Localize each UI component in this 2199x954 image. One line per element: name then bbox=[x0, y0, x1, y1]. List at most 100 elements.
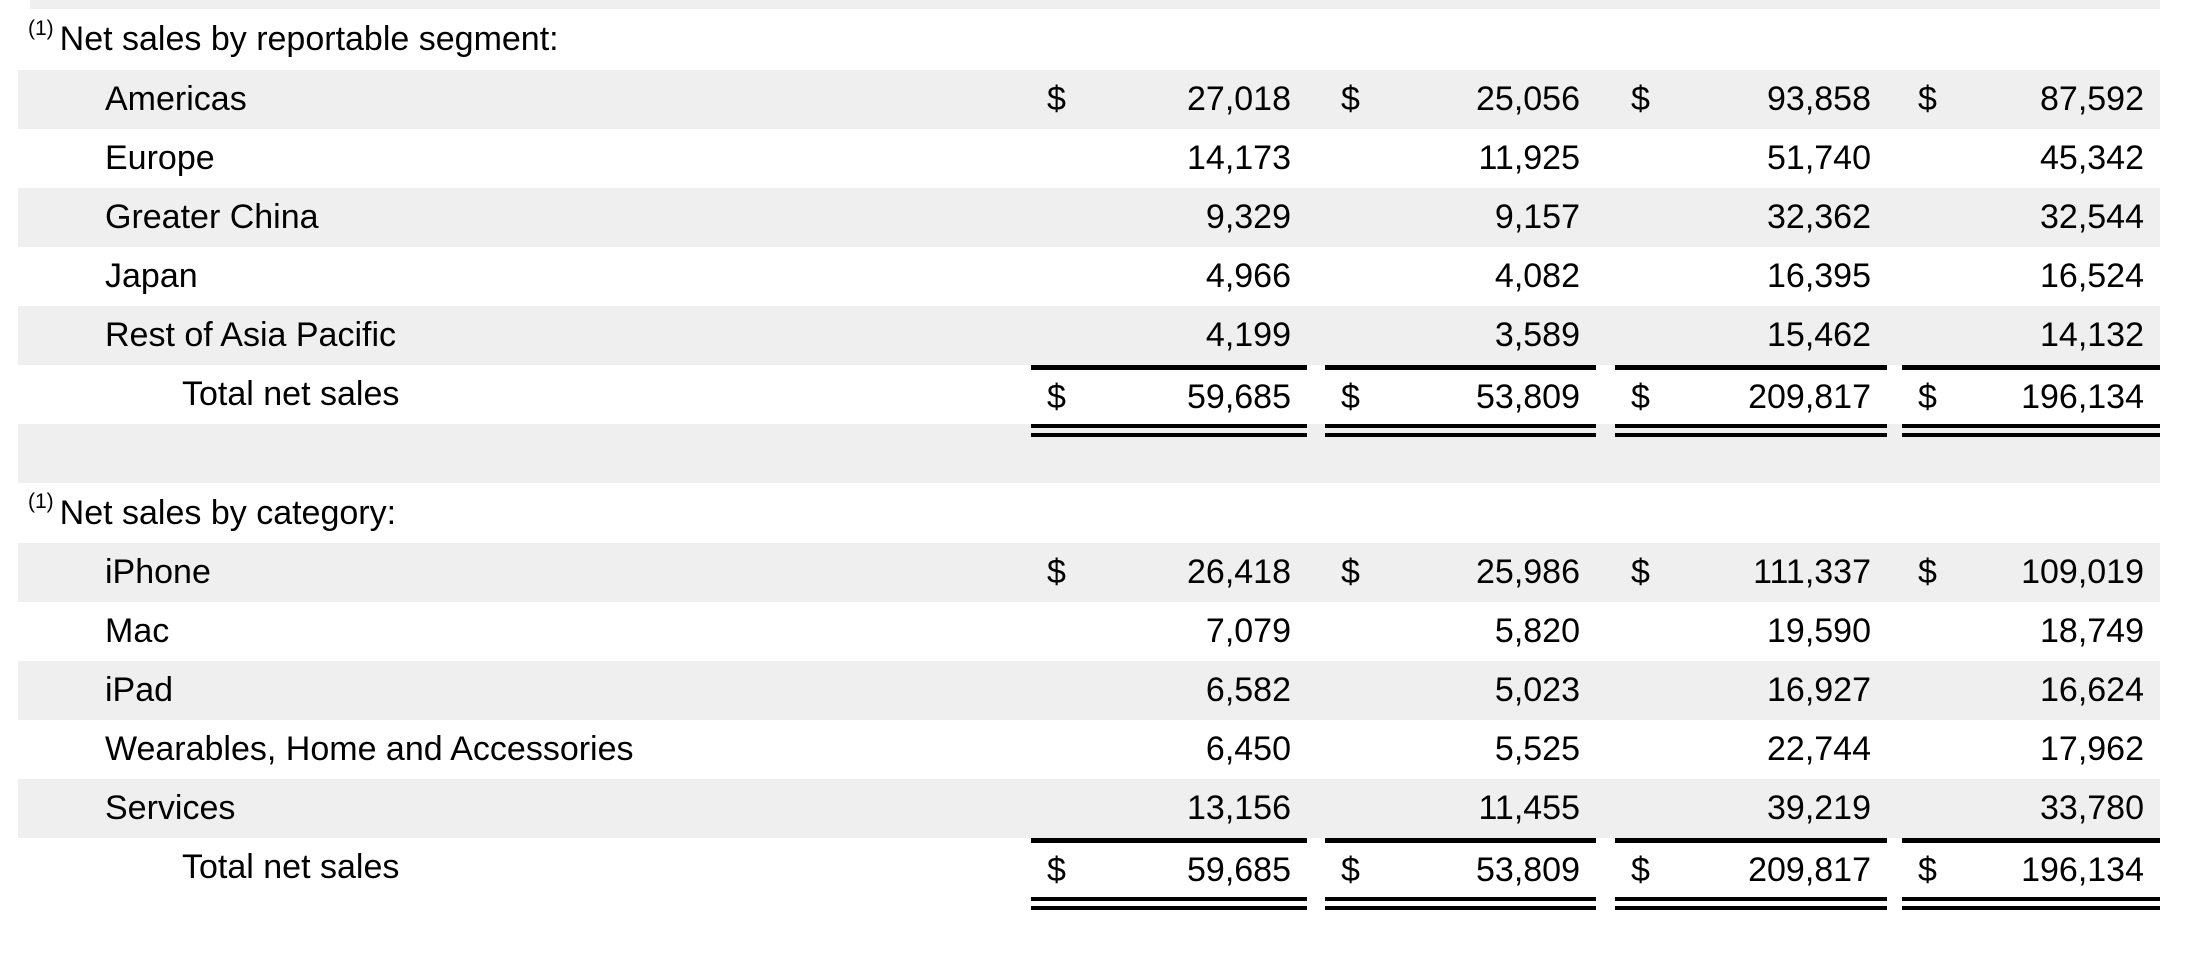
double-rule bbox=[1325, 897, 1596, 910]
table-row: Rest of Asia Pacific 4,199 3,589 15,462 14,1… bbox=[18, 306, 2160, 365]
column-gap bbox=[1596, 188, 1615, 247]
footnote-superscript: (1) bbox=[28, 490, 54, 513]
currency-cell bbox=[1902, 720, 1964, 779]
value-cell: 6,582 bbox=[1205, 671, 1291, 709]
value-cell: 59,685 bbox=[1093, 365, 1307, 424]
rule-row-spacer bbox=[18, 897, 1031, 910]
footnote-superscript: (1) bbox=[28, 16, 54, 40]
column-gap bbox=[1307, 720, 1325, 779]
currency-cell bbox=[1325, 306, 1387, 365]
total-row: Total net sales $59,685 $53,809 $209,817 $19… bbox=[18, 365, 2160, 424]
value-cell: 3,589 bbox=[1494, 316, 1580, 354]
currency-cell bbox=[1615, 129, 1677, 188]
row-label: Japan bbox=[105, 257, 198, 295]
clipped-row-sliver bbox=[30, 0, 2160, 9]
value-cell: 4,199 bbox=[1205, 316, 1291, 354]
currency-cell bbox=[1615, 720, 1677, 779]
value-cell: 22,744 bbox=[1767, 730, 1871, 768]
column-gap bbox=[1887, 247, 1902, 306]
row-label: Services bbox=[105, 789, 236, 827]
column-gap bbox=[1307, 779, 1325, 838]
value-cell: 109,019 bbox=[2021, 553, 2144, 591]
column-gap bbox=[1307, 70, 1325, 129]
value-cell: 9,329 bbox=[1205, 198, 1291, 236]
double-rule bbox=[1031, 424, 1307, 437]
value-cell: 5,820 bbox=[1494, 612, 1580, 650]
column-gap bbox=[1887, 602, 1902, 661]
value-cell: 4,082 bbox=[1494, 257, 1580, 295]
value-cell: 11,925 bbox=[1478, 139, 1580, 177]
value-cell: 53,809 bbox=[1387, 365, 1596, 424]
column-gap bbox=[1887, 543, 1902, 602]
currency-cell: $ bbox=[1325, 838, 1387, 897]
currency-cell bbox=[1031, 129, 1093, 188]
column-gap bbox=[1307, 838, 1325, 897]
table-row: Wearables, Home and Accessories 6,450 5,52… bbox=[18, 720, 2160, 779]
column-gap bbox=[1307, 543, 1325, 602]
column-gap bbox=[1596, 720, 1615, 779]
row-label: Wearables, Home and Accessories bbox=[105, 730, 634, 768]
column-gap bbox=[1596, 424, 1615, 437]
currency-cell: $ bbox=[1047, 80, 1066, 118]
row-label: iPhone bbox=[105, 553, 211, 591]
value-cell: 196,134 bbox=[1964, 838, 2160, 897]
column-gap bbox=[1596, 838, 1615, 897]
double-rule bbox=[1325, 424, 1596, 437]
currency-cell bbox=[1325, 188, 1387, 247]
value-cell: 4,966 bbox=[1205, 257, 1291, 295]
currency-cell: $ bbox=[1902, 838, 1964, 897]
currency-cell bbox=[1902, 661, 1964, 720]
value-cell: 53,809 bbox=[1387, 838, 1596, 897]
value-cell: 39,219 bbox=[1767, 789, 1871, 827]
column-gap bbox=[1307, 247, 1325, 306]
value-cell: 51,740 bbox=[1767, 139, 1871, 177]
currency-cell: $ bbox=[1918, 553, 1937, 591]
net-sales-tables: (1) Net sales by reportable segment: Ameri… bbox=[18, 9, 2160, 910]
value-cell: 16,927 bbox=[1767, 671, 1871, 709]
currency-cell bbox=[1031, 188, 1093, 247]
row-label: Mac bbox=[105, 612, 170, 650]
column-gap bbox=[1596, 543, 1615, 602]
column-gap bbox=[1596, 602, 1615, 661]
currency-cell bbox=[1325, 602, 1387, 661]
value-cell: 59,685 bbox=[1093, 838, 1307, 897]
value-cell: 26,418 bbox=[1187, 553, 1291, 591]
currency-cell: $ bbox=[1918, 80, 1937, 118]
currency-cell: $ bbox=[1902, 365, 1964, 424]
table-row: Greater China 9,329 9,157 32,362 32,544 bbox=[18, 188, 2160, 247]
row-label: Total net sales bbox=[182, 848, 400, 886]
currency-cell bbox=[1325, 129, 1387, 188]
column-gap bbox=[1887, 129, 1902, 188]
table-row: iPad 6,582 5,023 16,927 16,624 bbox=[18, 661, 2160, 720]
value-cell: 9,157 bbox=[1494, 198, 1580, 236]
currency-cell: $ bbox=[1615, 838, 1677, 897]
value-cell: 11,455 bbox=[1478, 789, 1580, 827]
double-rule bbox=[1031, 897, 1307, 910]
value-cell: 209,817 bbox=[1677, 838, 1887, 897]
currency-cell: $ bbox=[1047, 553, 1066, 591]
row-label: Total net sales bbox=[182, 375, 400, 413]
currency-cell bbox=[1902, 188, 1964, 247]
currency-cell bbox=[1902, 306, 1964, 365]
value-cell: 25,056 bbox=[1476, 80, 1580, 118]
value-cell: 27,018 bbox=[1187, 80, 1291, 118]
currency-cell bbox=[1902, 779, 1964, 838]
currency-cell bbox=[1031, 306, 1093, 365]
column-gap bbox=[1887, 424, 1902, 437]
section-heading-label: Net sales by reportable segment: bbox=[59, 20, 559, 58]
table-row: Japan 4,966 4,082 16,395 16,524 bbox=[18, 247, 2160, 306]
currency-cell bbox=[1902, 602, 1964, 661]
value-cell: 13,156 bbox=[1187, 789, 1291, 827]
column-gap bbox=[1596, 897, 1615, 910]
row-label: Europe bbox=[105, 139, 215, 177]
value-cell: 6,450 bbox=[1205, 730, 1291, 768]
currency-cell bbox=[1031, 247, 1093, 306]
value-cell: 33,780 bbox=[2040, 789, 2144, 827]
table-row: Services 13,156 11,455 39,219 33,780 bbox=[18, 779, 2160, 838]
column-gap bbox=[1307, 602, 1325, 661]
value-cell: 87,592 bbox=[2040, 80, 2144, 118]
currency-cell bbox=[1615, 779, 1677, 838]
section-heading-row: (1) Net sales by category: bbox=[18, 483, 2160, 543]
currency-cell bbox=[1031, 779, 1093, 838]
column-gap bbox=[1596, 70, 1615, 129]
